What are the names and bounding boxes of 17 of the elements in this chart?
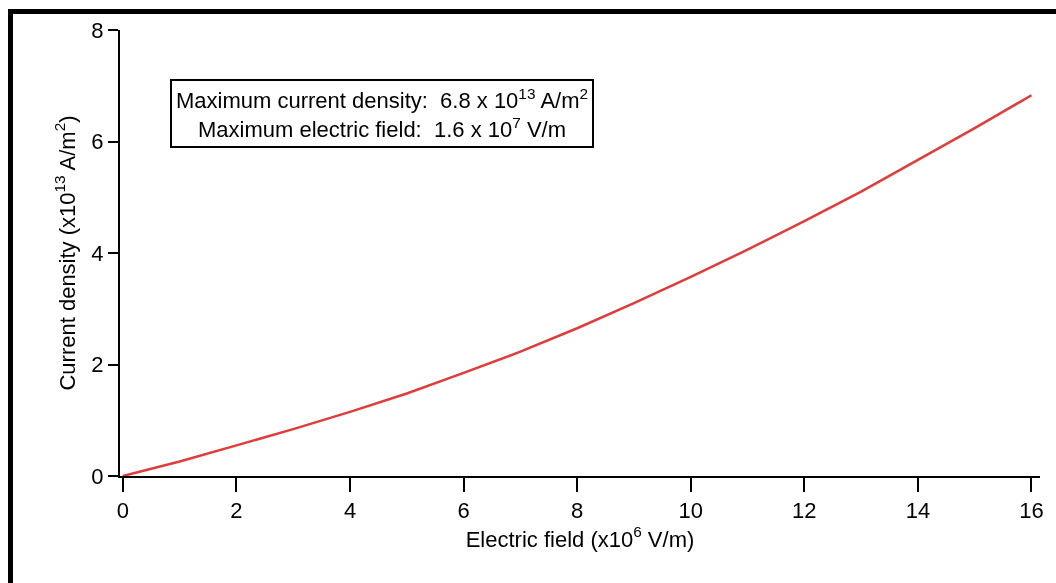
x-tick-label: 10 [678, 498, 703, 524]
annotation: Maximum electric field: 1.6 x 10$^{7}$ V/m [198, 113, 567, 142]
x-tick-label: 6 [457, 498, 470, 524]
x-tick-label: 14 [905, 498, 931, 524]
x-tick-label: 2 [230, 498, 243, 524]
x-tick-label: 16 [1019, 498, 1044, 524]
y-tick-label: 0 [91, 463, 104, 489]
y-tick-label: 8 [91, 17, 104, 43]
x-axis-title: Electric field (x10$^{6}$ V/m) [465, 523, 695, 552]
y-tick-label: 6 [91, 129, 104, 155]
x-tick-label: 12 [792, 498, 817, 524]
x-tick-label: 8 [571, 498, 584, 524]
x-tick-label: 4 [343, 498, 357, 524]
y-tick-label: 2 [91, 352, 104, 378]
annotation: Maximum current density: 6.8 x 10$^{13}$ A/m$^{2}$ [176, 85, 589, 114]
y-tick-label: 4 [91, 240, 104, 266]
x-tick-label: 0 [116, 498, 129, 524]
